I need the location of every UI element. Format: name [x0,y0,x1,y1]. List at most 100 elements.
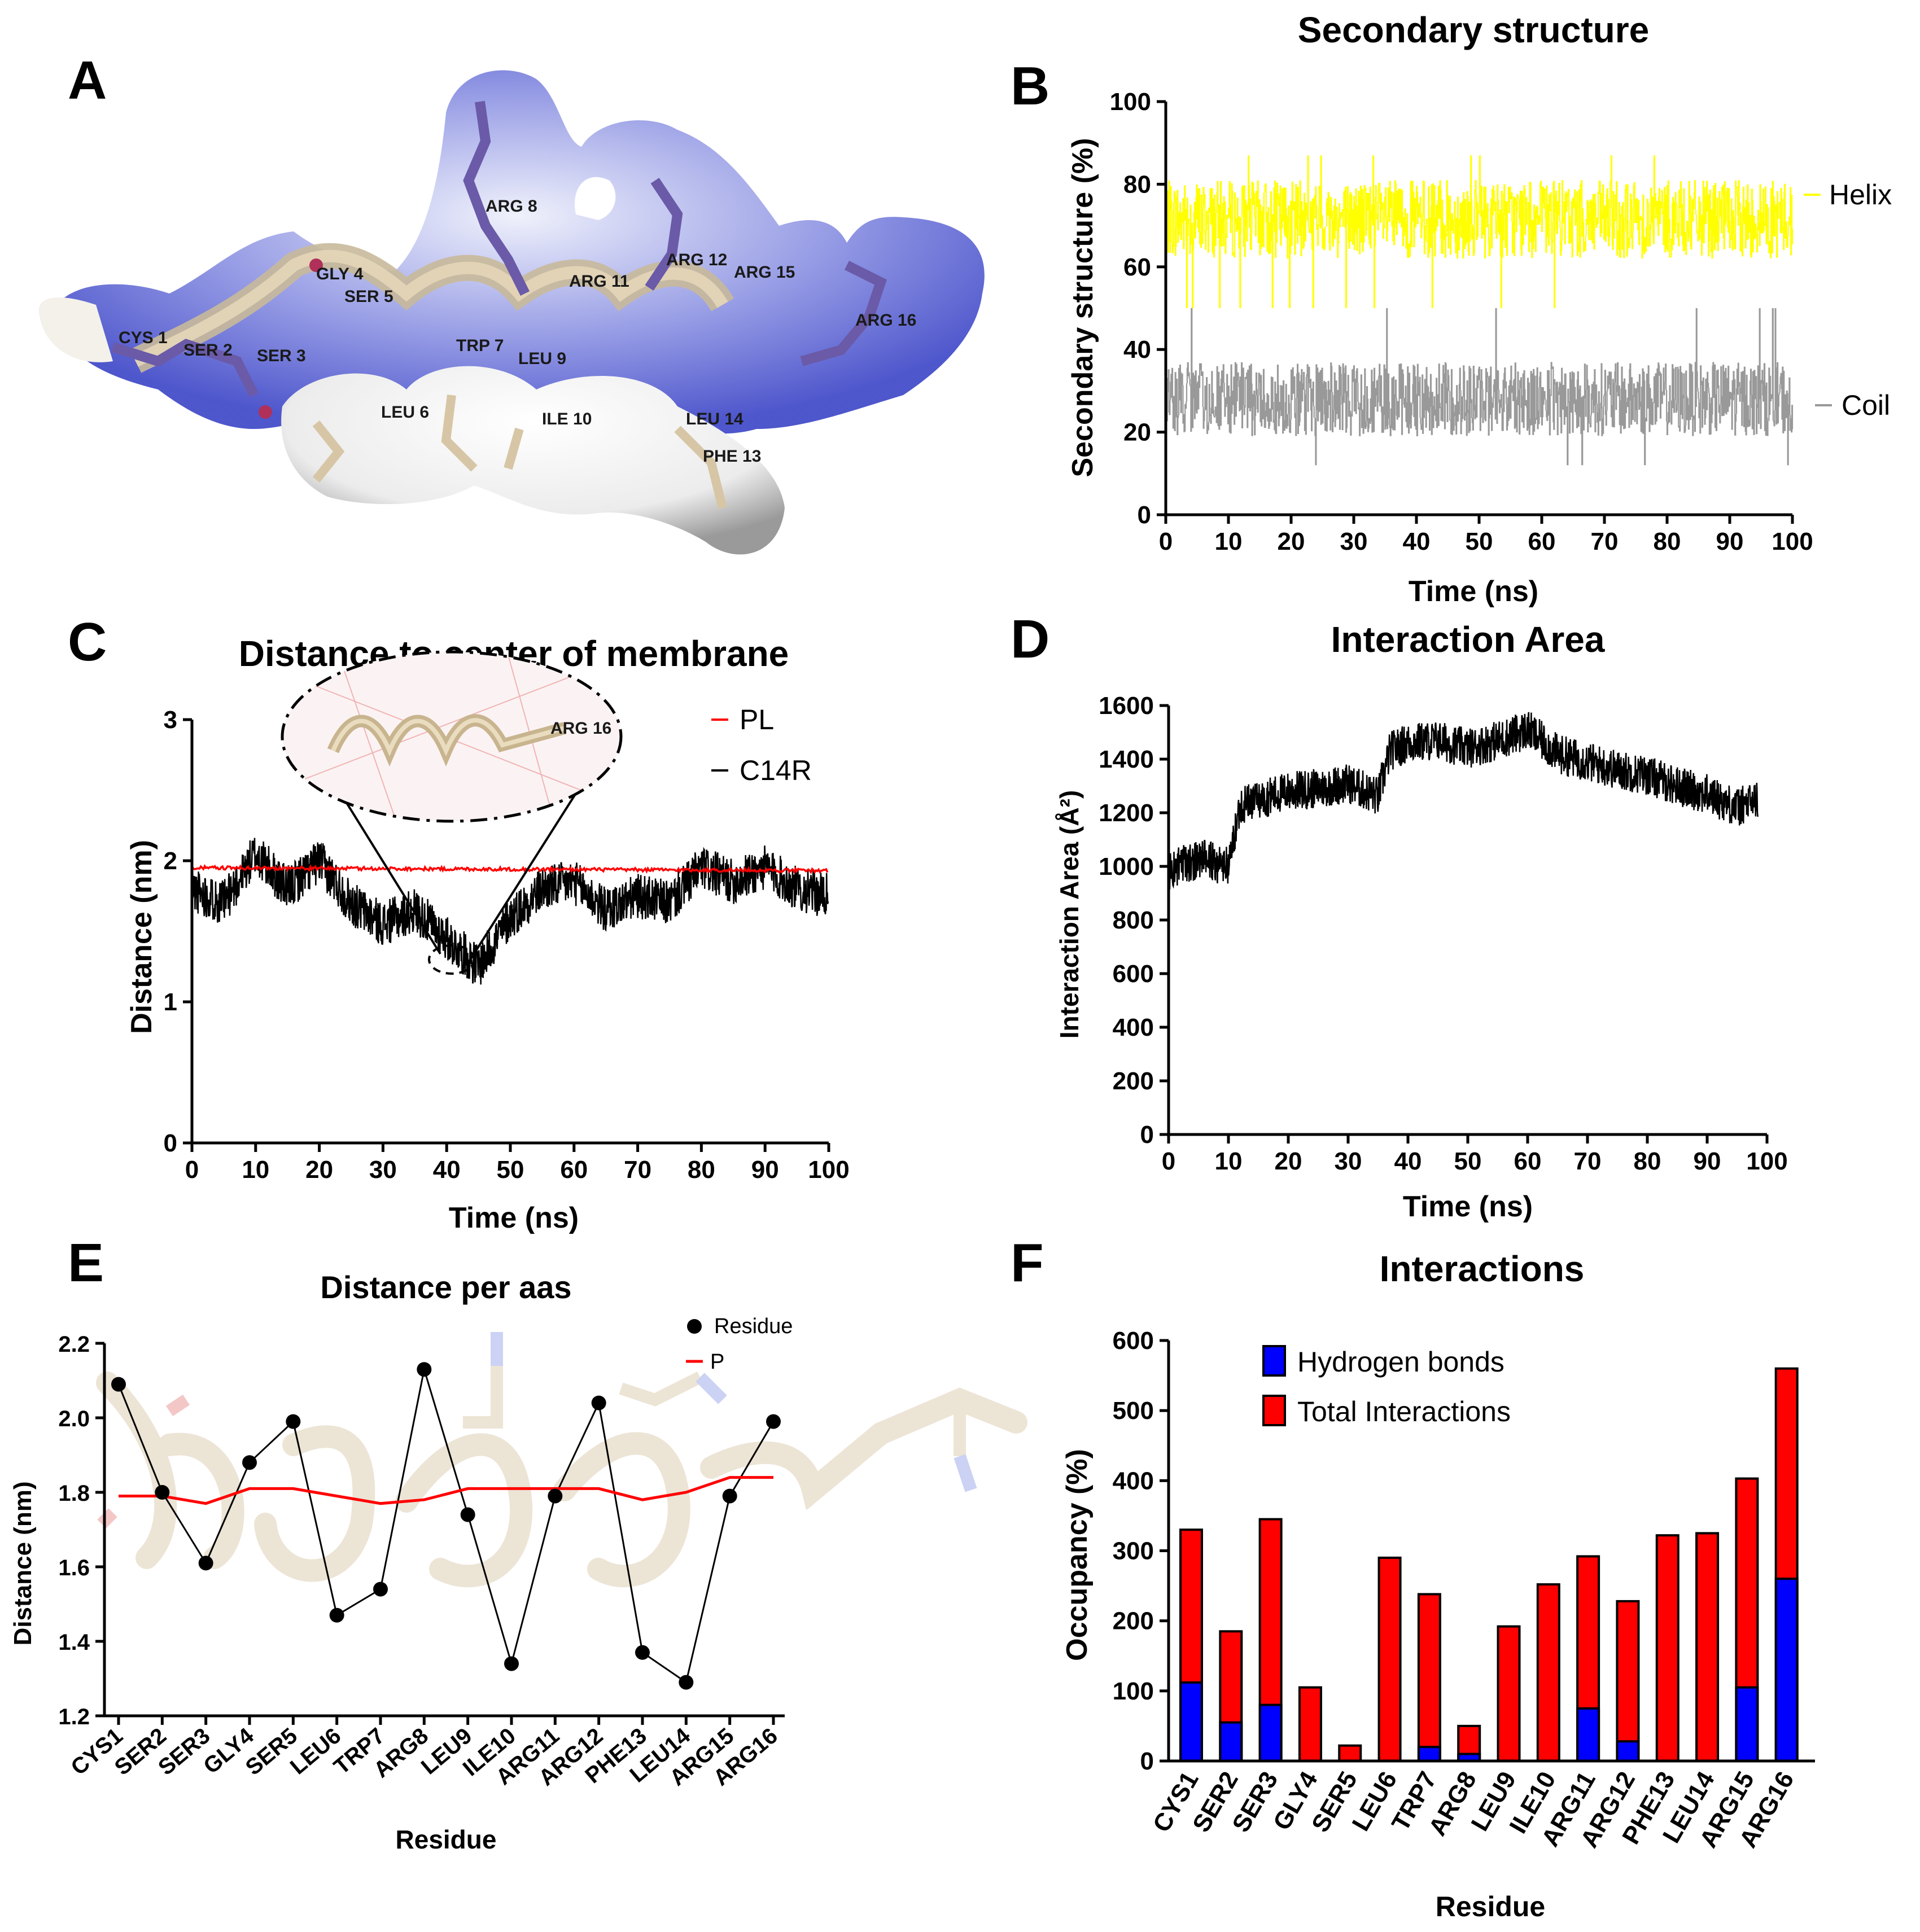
x-axis-label: Time (ns) [1403,1190,1533,1223]
residue-point [373,1581,388,1597]
x-tick-label: 40 [433,1156,461,1184]
residue-point [111,1377,126,1392]
bar-hbond [1417,1746,1441,1763]
bar-total [1695,1532,1720,1762]
residue-point [329,1607,344,1623]
y-tick-label: 400 [1113,1467,1154,1495]
pl-trace [191,864,829,875]
y-tick-label: 60 [1123,253,1151,281]
inset-label: ARG 16 [550,719,611,738]
chart-title: Secondary structure [1298,10,1649,50]
x-tick-label: 80 [1634,1147,1661,1175]
x-tick-label: 60 [560,1156,588,1184]
bar-total [1536,1583,1560,1763]
helix-trace [1165,155,1794,308]
residue-point [460,1507,475,1522]
y-tick-label: 1200 [1099,799,1154,827]
panel-label-a: A [68,50,107,111]
interaction-bars [1179,1367,1799,1763]
residue-point [198,1556,213,1571]
bar-hbond [1179,1681,1203,1763]
zoom-inset: ARG 16 [281,650,623,975]
panel-f: F Interactions CYS1SER2SER3GLY4SER5LEU6T… [1011,1233,1815,1922]
residue-point [635,1645,650,1660]
x-tick-label: 0 [185,1156,199,1184]
panel-label-f: F [1011,1233,1044,1293]
residue-label: GLY 4 [316,265,364,283]
legend-label-pl: PL [740,704,774,735]
y-tick-label: 600 [1113,960,1154,988]
x-tick-label: 70 [1574,1147,1602,1175]
y-tick-label: 2 [164,847,177,875]
y-tick-label: 100 [1113,1677,1154,1705]
x-tick-label: 100 [1746,1147,1787,1175]
residue-label: ARG 15 [734,263,795,282]
x-tick-label: 20 [1275,1147,1302,1175]
residue-label: TRP 7 [456,336,504,355]
bar-total [1338,1744,1362,1763]
y-tick-label: 0 [1140,1121,1154,1149]
chart-title: Interaction Area [1331,619,1605,660]
y-tick-label: 40 [1123,336,1151,363]
residue-label: LEU 9 [518,349,566,368]
axes-e: 1.21.41.61.82.02.2CYS1SER2SER3GLY4SER5LE… [58,1332,785,1791]
y-tick-label: 0 [164,1129,177,1157]
x-tick-label: 90 [1694,1147,1721,1175]
legend-swatch-total [1262,1395,1286,1426]
secondary-structure-series [1165,155,1794,466]
residue-point [548,1488,563,1504]
y-tick-label: 400 [1113,1014,1154,1041]
molecule-surface-render [38,70,985,555]
x-tick-label: LEU6 [286,1723,346,1779]
residue-label: PHE 13 [703,447,761,466]
legend-label-p: P [710,1350,724,1374]
x-tick-label: 0 [1162,1147,1175,1175]
panel-b: B Secondary structure 0 20 40 60 80 100 0 10 20 3… [1011,10,1892,608]
x-tick-label: 70 [1591,528,1619,555]
panel-a: A CYS 1 SER 2 SER 3 GLY 4 SER 5 LEU 6 TR… [38,50,985,555]
y-tick-label: 3 [164,706,177,734]
y-tick-label: 300 [1113,1537,1154,1565]
residue-labels: CYS 1 SER 2 SER 3 GLY 4 SER 5 LEU 6 TRP … [119,197,916,466]
distance-per-residue-series [111,1362,781,1690]
bar-hbond [1774,1578,1799,1763]
y-tick-label: 1 [164,988,177,1016]
y-tick-label: 1000 [1099,853,1154,880]
legend-label-total: Total Interactions [1297,1396,1511,1427]
x-tick-label: 100 [1772,528,1813,555]
y-tick-label: 0 [1140,1747,1154,1775]
x-tick-label: 60 [1514,1147,1542,1175]
y-tick-label: 200 [1113,1067,1154,1095]
residue-label: ARG 12 [666,251,727,269]
legend-label-helix: Helix [1829,179,1892,211]
background-helix-render [96,1332,1027,1588]
bar-hbond [1258,1703,1283,1763]
residue-point [242,1455,257,1470]
panel-d: D Interaction Area 020040060080010001200… [1011,609,1788,1223]
y-tick-label: 1600 [1099,692,1154,720]
x-tick-label: 50 [1466,528,1493,555]
axes-b: 0 20 40 60 80 100 0 10 20 30 40 50 60 70 80 90 100 [1110,88,1813,555]
chart-title: Interactions [1380,1248,1585,1289]
c14r-trace [191,838,829,985]
x-tick-label: 80 [1654,528,1681,555]
residue-label: SER 3 [257,347,306,365]
legend-label-coil: Coil [1842,389,1890,421]
panel-label-e: E [68,1233,104,1293]
x-tick-label: 0 [1159,528,1173,555]
x-tick-label: 10 [1215,528,1243,555]
y-tick-label: 20 [1123,419,1151,446]
p-line [119,1476,773,1505]
x-tick-label: SER5 [241,1723,302,1780]
legend-swatch-hbond [1262,1345,1286,1377]
x-tick-label: 40 [1403,528,1431,555]
y-tick-label: 0 [1138,501,1151,529]
x-tick-label: 50 [1454,1147,1482,1175]
y-tick-label: 200 [1113,1607,1154,1635]
x-tick-label: 20 [305,1156,333,1184]
bar-total [1298,1686,1322,1762]
bar-total [1497,1625,1521,1763]
bar-total [1417,1593,1441,1763]
